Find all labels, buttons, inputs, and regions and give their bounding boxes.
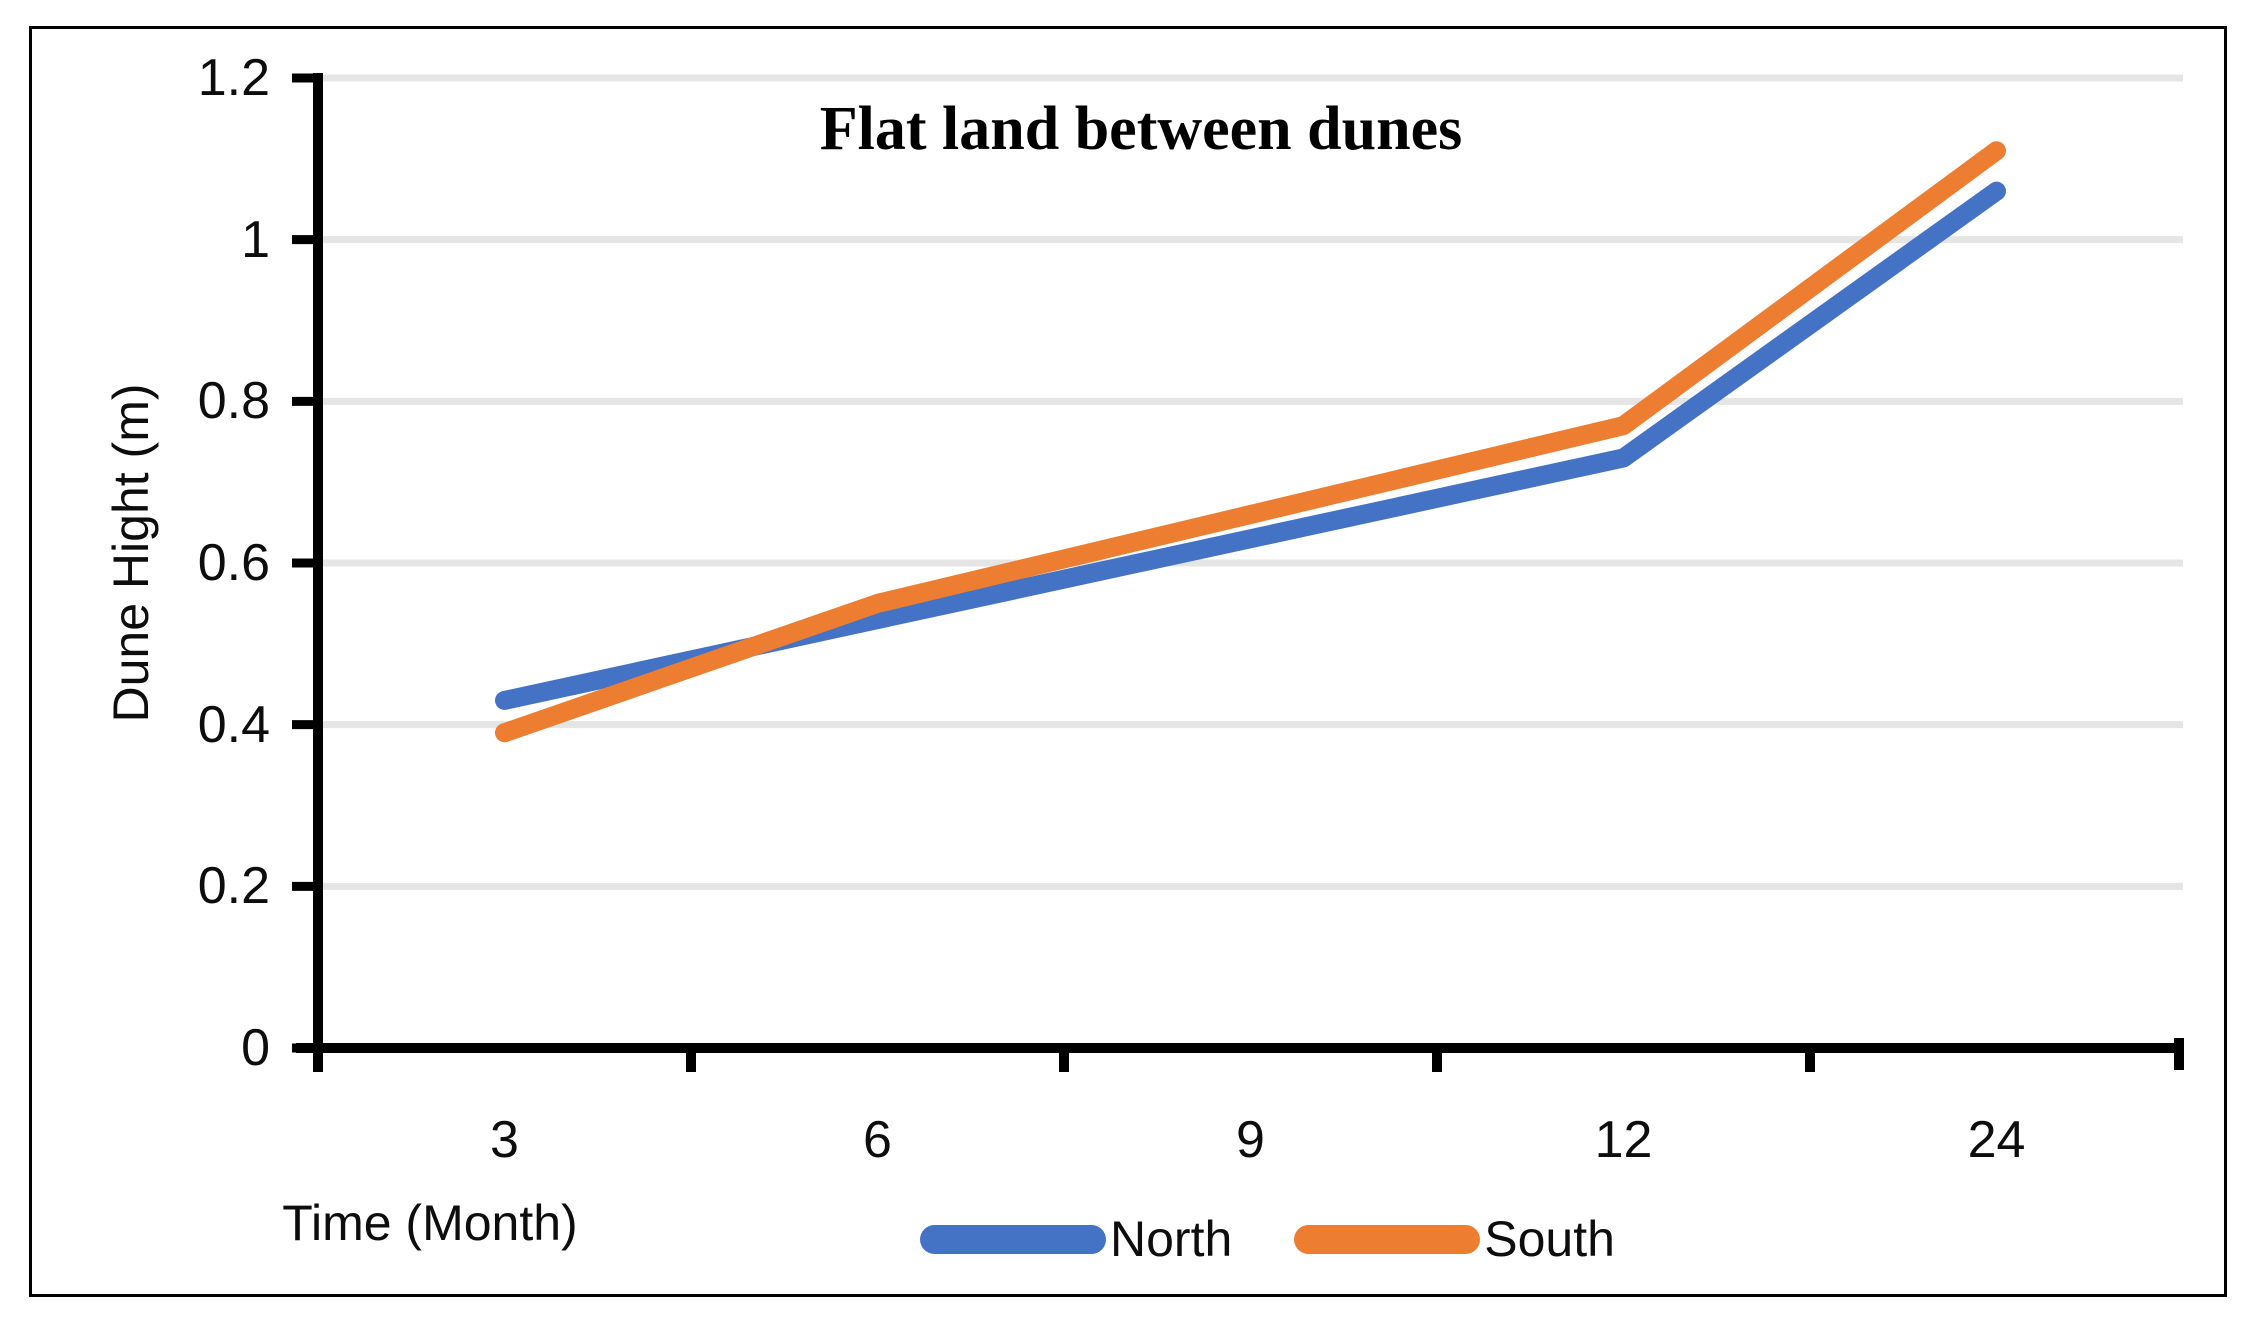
y-tick-label: 1 (241, 210, 270, 269)
y-tick-label: 0 (241, 1019, 270, 1077)
series-line-south (495, 141, 2006, 743)
y-tick-label: 0.4 (197, 695, 270, 754)
x-axis-title: Time (Month) (282, 1195, 578, 1251)
south-line-swatch-icon (1294, 1224, 1481, 1254)
legend-item-north: North (920, 1212, 1232, 1266)
legend: North South (920, 1206, 1615, 1272)
x-tick-label: 9 (1236, 1111, 1265, 1169)
legend-label-south: South (1484, 1211, 1615, 1267)
x-tick-label: 3 (490, 1111, 519, 1169)
y-tick-label: 0.2 (197, 857, 270, 916)
x-tick-label: 12 (1594, 1111, 1653, 1169)
y-tick-label: 0.6 (197, 534, 270, 592)
chart-title: Flat land between dunes (819, 95, 1463, 163)
x-tick-label: 6 (863, 1111, 892, 1169)
y-tick-label: 0.8 (197, 372, 270, 431)
y-tick-label: 1.2 (197, 49, 270, 107)
north-line-swatch-icon (920, 1224, 1106, 1254)
legend-label-north: North (1110, 1211, 1233, 1267)
series-line-north (495, 181, 2006, 710)
legend-item-south: South (1294, 1212, 1615, 1266)
x-tick-label: 24 (1967, 1111, 2026, 1169)
